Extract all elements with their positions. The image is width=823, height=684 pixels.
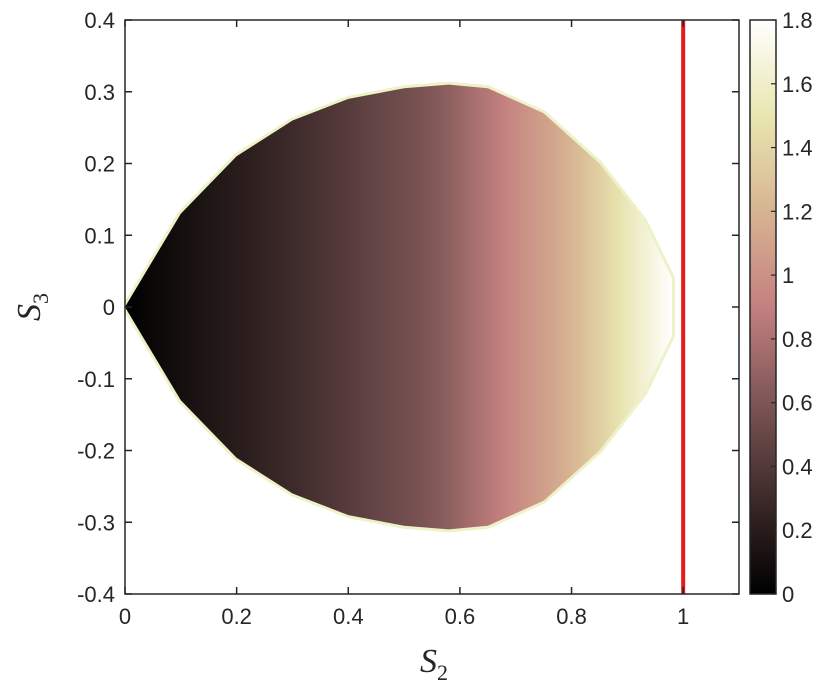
colorbar-tick-label: 1 (782, 263, 794, 288)
colorbar-tick-label: 0.6 (782, 391, 813, 416)
colorbar-axis: 0 0.2 0.4 0.6 0.8 1 1.2 1.4 1.6 1.8 (771, 8, 813, 607)
colorbar-tick-label: 1.2 (782, 199, 813, 224)
heatmap-region (125, 81, 675, 533)
x-tick-label: 0.4 (333, 604, 364, 629)
y-tick-label: -0.4 (77, 582, 115, 607)
y-tick-label: -0.3 (77, 510, 115, 535)
x-axis-title-main: S (420, 643, 437, 680)
x-axis: 0 0.2 0.4 0.6 0.8 1 (119, 20, 689, 629)
y-tick-label: 0.4 (84, 8, 115, 33)
y-tick-label: -0.1 (77, 367, 115, 392)
colorbar-tick-label: 0.2 (782, 518, 813, 543)
x-axis-title: S2 (420, 643, 448, 684)
colorbar-tick-label: 0.8 (782, 327, 813, 352)
colorbar-tick-label: 1.8 (782, 8, 813, 33)
colorbar-tick-label: 0.4 (782, 454, 813, 479)
x-tick-label: 0.8 (556, 604, 587, 629)
colorbar-tick-label: 1.6 (782, 72, 813, 97)
y-axis-title-main: S (11, 304, 48, 321)
colorbar-tick-label: 1.4 (782, 136, 813, 161)
y-tick-label: 0.2 (84, 152, 115, 177)
y-axis: -0.4 -0.3 -0.2 -0.1 0 0.1 0.2 0.3 0.4 (77, 8, 739, 607)
y-tick-label: -0.2 (77, 439, 115, 464)
x-tick-label: 0.2 (221, 604, 252, 629)
y-axis-title: S3 (11, 293, 53, 321)
y-axis-title-subscript: 3 (28, 293, 53, 304)
x-tick-label: 0.6 (445, 604, 476, 629)
y-tick-label: 0.1 (84, 223, 115, 248)
x-tick-label: 0 (119, 604, 131, 629)
x-tick-label: 1 (677, 604, 689, 629)
region-fill (125, 84, 672, 530)
colorbar-tick-label: 0 (782, 582, 794, 607)
colorbar (749, 19, 777, 595)
y-tick-label: 0.3 (84, 80, 115, 105)
x-axis-title-subscript: 2 (437, 660, 448, 684)
y-tick-label: 0 (103, 295, 115, 320)
